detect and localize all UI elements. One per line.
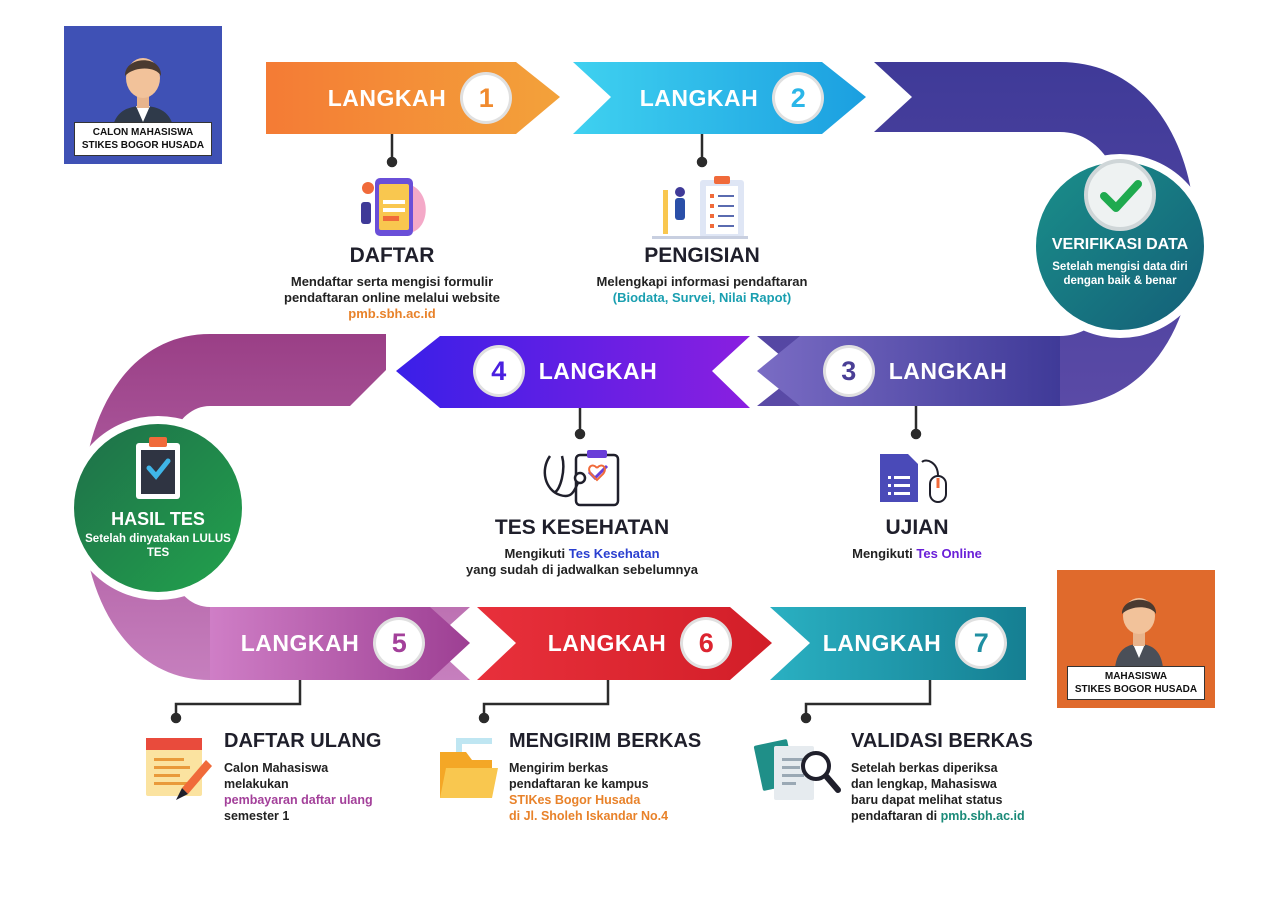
verifikasi-line1: Setelah mengisi data diri bbox=[1052, 261, 1188, 273]
step-5-label: LANGKAH 5 bbox=[218, 613, 448, 673]
validasi-link: pmb.sbh.ac.id bbox=[940, 809, 1025, 823]
step-3-label: 3 LANGKAH bbox=[790, 341, 1040, 401]
kesehatan-desc: Mengikuti Tes Kesehatan yang sudah di ja… bbox=[432, 546, 732, 578]
step-number: 1 bbox=[460, 72, 513, 124]
result-circle bbox=[74, 424, 242, 592]
stethoscope-icon bbox=[543, 450, 620, 507]
validasi-title: VALIDASI BERKAS bbox=[851, 730, 1033, 752]
avatar-line1: MAHASISWA bbox=[1104, 671, 1168, 682]
step-7-label: LANGKAH 7 bbox=[800, 613, 1030, 673]
hasil-line1: Setelah dinyatakan LULUS bbox=[85, 533, 231, 545]
clipboard-checklist-icon bbox=[652, 176, 748, 239]
step-number: 5 bbox=[373, 617, 426, 669]
validasi-line2: dan lengkap, Mahasiswa bbox=[851, 777, 997, 791]
hasil-desc: Setelah dinyatakan LULUS TES bbox=[80, 532, 236, 560]
daftar-ulang-line1: Calon Mahasiswa bbox=[224, 761, 329, 775]
pengisian-title: PENGISIAN bbox=[644, 244, 760, 267]
step-number: 3 bbox=[822, 345, 875, 397]
avatar-calon-mahasiswa: CALON MAHASISWA STIKES BOGOR HUSADA bbox=[64, 26, 222, 164]
step-2-label: LANGKAH 2 bbox=[612, 68, 852, 128]
step-word: LANGKAH bbox=[538, 357, 658, 384]
validasi-line1: Setelah berkas diperiksa bbox=[851, 761, 998, 775]
verifikasi-desc: Setelah mengisi data diri dengan baik & … bbox=[1036, 260, 1204, 288]
ujian-title: UJIAN bbox=[885, 516, 949, 539]
kesehatan-prefix: Mengikuti bbox=[504, 546, 569, 561]
avatar-line2: STIKES BOGOR HUSADA bbox=[1074, 684, 1198, 695]
form-mouse-icon bbox=[880, 454, 947, 503]
pengisian-desc: Melengkapi informasi pendaftaran (Biodat… bbox=[572, 274, 832, 306]
mengirim-line1: Mengirim berkas bbox=[509, 761, 609, 775]
daftar-ulang-line3: semester 1 bbox=[224, 809, 290, 823]
daftar-title: DAFTAR bbox=[349, 244, 435, 267]
clipboard-check-icon bbox=[136, 437, 180, 499]
daftar-ulang-title: DAFTAR ULANG bbox=[224, 730, 382, 752]
document-search-icon bbox=[753, 739, 841, 800]
ujian-prefix: Mengikuti bbox=[852, 546, 917, 561]
validasi-desc: Setelah berkas diperiksa dan lengkap, Ma… bbox=[851, 760, 1071, 824]
avatar-name-tag: MAHASISWA STIKES BOGOR HUSADA bbox=[1067, 666, 1205, 700]
kesehatan-line2: yang sudah di jadwalkan sebelumnya bbox=[466, 562, 698, 577]
check-circle-icon bbox=[1084, 159, 1156, 231]
mengirim-link2: di Jl. Sholeh Iskandar No.4 bbox=[509, 809, 669, 823]
validasi-line3: baru dapat melihat status bbox=[851, 793, 1003, 807]
daftar-desc: Mendaftar serta mengisi formulir pendaft… bbox=[262, 274, 522, 322]
step-number: 4 bbox=[472, 345, 525, 397]
mengirim-link1: STIKes Bogor Husada bbox=[509, 793, 641, 807]
hasil-line2: TES bbox=[146, 547, 170, 559]
daftar-line1: Mendaftar serta mengisi formulir bbox=[290, 274, 494, 289]
step-word: LANGKAH bbox=[888, 357, 1008, 384]
avatar-line1: CALON MAHASISWA bbox=[92, 127, 194, 138]
kesehatan-link: Tes Kesehatan bbox=[568, 546, 660, 561]
student-avatar-icon bbox=[1115, 598, 1163, 668]
daftar-ulang-desc: Calon Mahasiswa melakukan pembayaran daf… bbox=[224, 760, 424, 824]
folder-icon bbox=[440, 738, 498, 798]
daftar-line2: pendaftaran online melalui website bbox=[284, 290, 500, 305]
mengirim-line2: pendaftaran ke kampus bbox=[509, 777, 649, 791]
step-word: LANGKAH bbox=[822, 629, 942, 656]
avatar-mahasiswa: MAHASISWA STIKES BOGOR HUSADA bbox=[1057, 570, 1215, 708]
daftar-ulang-line2: melakukan bbox=[224, 777, 289, 791]
verifikasi-title: VERIFIKASI DATA bbox=[1051, 236, 1189, 253]
step-1-label: LANGKAH 1 bbox=[300, 68, 540, 128]
avatar-line2: STIKES BOGOR HUSADA bbox=[81, 140, 205, 151]
ujian-desc: Mengikuti Tes Online bbox=[787, 546, 1047, 562]
step-number: 2 bbox=[772, 72, 825, 124]
mengirim-title: MENGIRIM BERKAS bbox=[509, 730, 702, 752]
step-word: LANGKAH bbox=[639, 84, 759, 111]
document-pen-icon bbox=[146, 738, 212, 800]
validasi-prefix: pendaftaran di bbox=[851, 809, 941, 823]
phone-form-icon bbox=[361, 178, 426, 236]
hasil-title: HASIL TES bbox=[111, 509, 205, 529]
step-6-label: LANGKAH 6 bbox=[520, 613, 760, 673]
daftar-ulang-link: pembayaran daftar ulang bbox=[224, 793, 373, 807]
pengisian-line1: Melengkapi informasi pendaftaran bbox=[596, 274, 808, 289]
step-word: LANGKAH bbox=[547, 629, 667, 656]
verify-circle bbox=[1036, 162, 1204, 330]
step-4-label: 4 LANGKAH bbox=[440, 341, 690, 401]
mengirim-desc: Mengirim berkas pendaftaran ke kampus ST… bbox=[509, 760, 729, 824]
step-word: LANGKAH bbox=[327, 84, 447, 111]
avatar-name-tag: CALON MAHASISWA STIKES BOGOR HUSADA bbox=[74, 122, 212, 156]
daftar-link: pmb.sbh.ac.id bbox=[348, 306, 436, 321]
step-word: LANGKAH bbox=[240, 629, 360, 656]
pengisian-link: (Biodata, Survei, Nilai Rapot) bbox=[612, 290, 792, 305]
verifikasi-line2: dengan baik & benar bbox=[1063, 275, 1177, 287]
kesehatan-title: TES KESEHATAN bbox=[494, 516, 670, 539]
ujian-link: Tes Online bbox=[916, 546, 982, 561]
step-number: 7 bbox=[955, 617, 1008, 669]
step-number: 6 bbox=[680, 617, 733, 669]
